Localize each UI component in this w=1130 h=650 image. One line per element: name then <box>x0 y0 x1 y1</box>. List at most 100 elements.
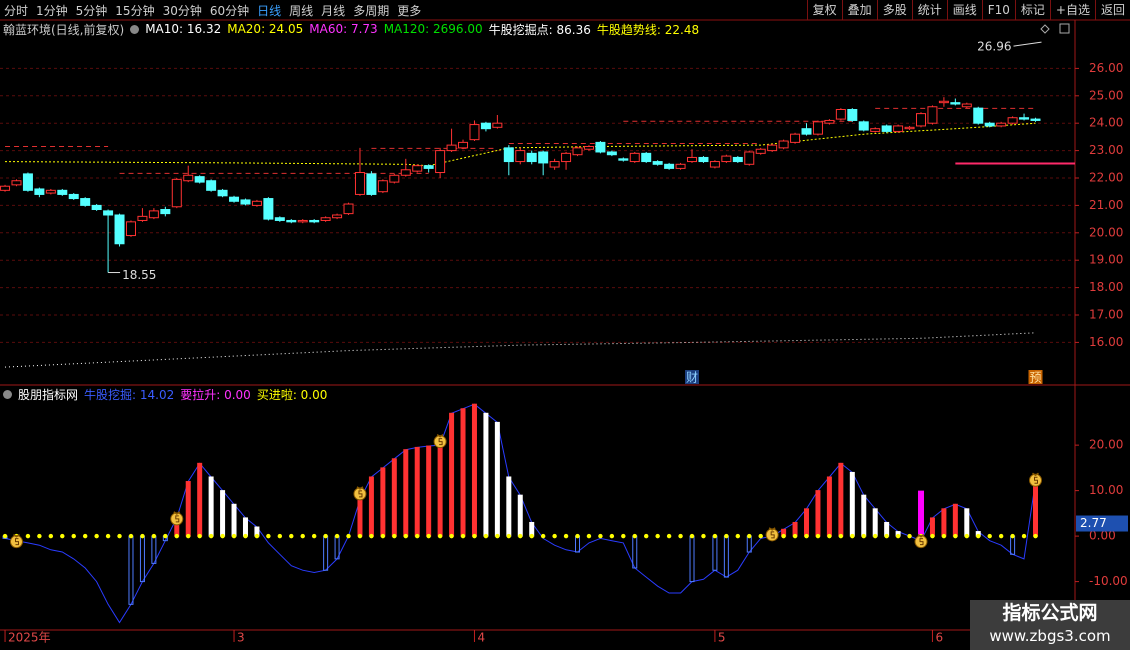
candle-body <box>732 156 743 163</box>
candle-body <box>893 125 904 132</box>
period-tab[interactable]: 周线 <box>289 3 314 18</box>
indicator-bar <box>929 517 935 537</box>
period-tab[interactable]: 更多 <box>397 3 422 18</box>
zero-dot <box>94 533 99 539</box>
indicator-bar <box>208 476 214 537</box>
candle-body <box>961 103 972 108</box>
zero-dot <box>289 533 294 539</box>
zero-dot <box>460 533 466 539</box>
indicator-bar <box>632 535 638 569</box>
event-badge <box>685 370 700 384</box>
zero-dot <box>895 533 901 539</box>
candle-body <box>927 106 938 124</box>
toolbar-button[interactable]: 叠加 <box>841 0 877 20</box>
period-tab[interactable]: 5分钟 <box>75 3 108 18</box>
indicator-bar <box>231 503 237 537</box>
y-tick-label: 24.00 <box>1089 116 1123 130</box>
zero-dot <box>598 533 603 539</box>
money-bag-sign <box>14 538 19 546</box>
candle-body <box>34 188 45 195</box>
zero-dot <box>735 533 741 539</box>
toolbar-button[interactable]: 统计 <box>911 0 947 20</box>
candle-body <box>137 215 148 221</box>
money-bag-knot <box>917 534 925 538</box>
zero-dot <box>758 533 763 539</box>
indicator-bar <box>861 494 867 537</box>
indicator-bar <box>689 535 695 583</box>
candle-body <box>801 128 812 135</box>
candle-body <box>229 196 240 202</box>
toolbar-button[interactable]: 复权 <box>806 0 842 20</box>
zero-dot <box>953 533 958 539</box>
indicator-legend: 股朋指标网 牛股挖掘: 14.02 要拉升: 0.00 买进啦: 0.00 <box>3 385 327 403</box>
zero-dot <box>609 533 615 539</box>
zero-dot <box>941 533 947 539</box>
zero-dot <box>243 533 248 539</box>
candle-body <box>206 180 217 191</box>
period-tab[interactable]: 分时 <box>4 3 29 18</box>
candle-body <box>595 141 606 153</box>
candle-body <box>996 122 1007 127</box>
candle-body <box>847 109 858 121</box>
zero-dot <box>689 533 695 539</box>
zero-dot <box>518 533 523 539</box>
x-tick-label: 5 <box>718 631 726 645</box>
money-bag-knot <box>436 433 444 438</box>
zero-dot <box>1021 533 1027 539</box>
diamond-icon[interactable] <box>1040 24 1050 34</box>
candle-body <box>755 148 766 154</box>
candle-body <box>790 133 801 143</box>
zero-dot <box>495 533 500 539</box>
candle-body <box>492 122 503 128</box>
y-tick-label: -10.00 <box>1089 574 1128 588</box>
watermark-title: 指标公式网 <box>1002 602 1098 624</box>
toolbar-button[interactable]: F10 <box>981 0 1015 20</box>
money-bag-sign <box>1034 476 1038 484</box>
indicator-bar <box>220 490 226 537</box>
toolbar-button[interactable]: 多股 <box>876 0 912 20</box>
legend-entry: MA20: 24.05 <box>227 22 304 36</box>
indicator-bar <box>151 535 157 564</box>
zero-dot <box>163 533 168 539</box>
candle-body <box>973 107 984 124</box>
period-tab[interactable]: 多周期 <box>353 3 390 18</box>
period-tab[interactable]: 日线 <box>257 3 282 18</box>
zero-dot <box>621 533 626 539</box>
candle-body <box>45 189 56 194</box>
candle-body <box>503 147 514 163</box>
current-value-label: 2.77 <box>1080 516 1107 530</box>
zero-dot <box>369 533 374 539</box>
zero-dot <box>884 533 889 539</box>
dropdown-icon[interactable] <box>130 24 140 34</box>
toolbar-button[interactable]: +自选 <box>1049 0 1095 20</box>
zero-dot <box>861 533 866 539</box>
zero-dot <box>392 533 397 539</box>
dropdown-icon[interactable] <box>3 389 12 399</box>
money-bag-sign <box>438 438 443 446</box>
period-tab[interactable]: 月线 <box>321 3 346 18</box>
candle-body <box>125 221 136 237</box>
zero-dot <box>2 533 8 539</box>
period-tab[interactable]: 30分钟 <box>162 3 202 18</box>
candle-body <box>435 150 446 174</box>
window-icon[interactable] <box>1059 23 1070 34</box>
x-tick-label: 3 <box>237 631 245 645</box>
zero-dot <box>254 533 260 539</box>
indicator-bar <box>964 508 970 537</box>
period-tab[interactable]: 15分钟 <box>115 3 155 18</box>
indicator-bar <box>391 458 397 537</box>
candle-body <box>114 214 125 245</box>
toolbar-button[interactable]: 返回 <box>1094 0 1130 20</box>
price-legend: 翰蓝环境(日线,前复权) MA10: 16.32 MA20: 24.05 MA60:… <box>3 20 699 38</box>
zero-dot <box>403 533 408 539</box>
y-tick-label: 10.00 <box>1089 483 1123 497</box>
candle-body <box>916 113 927 127</box>
zero-dot <box>334 533 340 539</box>
toolbar-button[interactable]: 画线 <box>946 0 982 20</box>
indicator-bar <box>437 444 443 537</box>
period-tab[interactable]: 1分钟 <box>36 3 68 18</box>
period-tab[interactable]: 60分钟 <box>209 3 250 18</box>
candle-body <box>583 145 594 150</box>
toolbar-button[interactable]: 标记 <box>1014 0 1050 20</box>
